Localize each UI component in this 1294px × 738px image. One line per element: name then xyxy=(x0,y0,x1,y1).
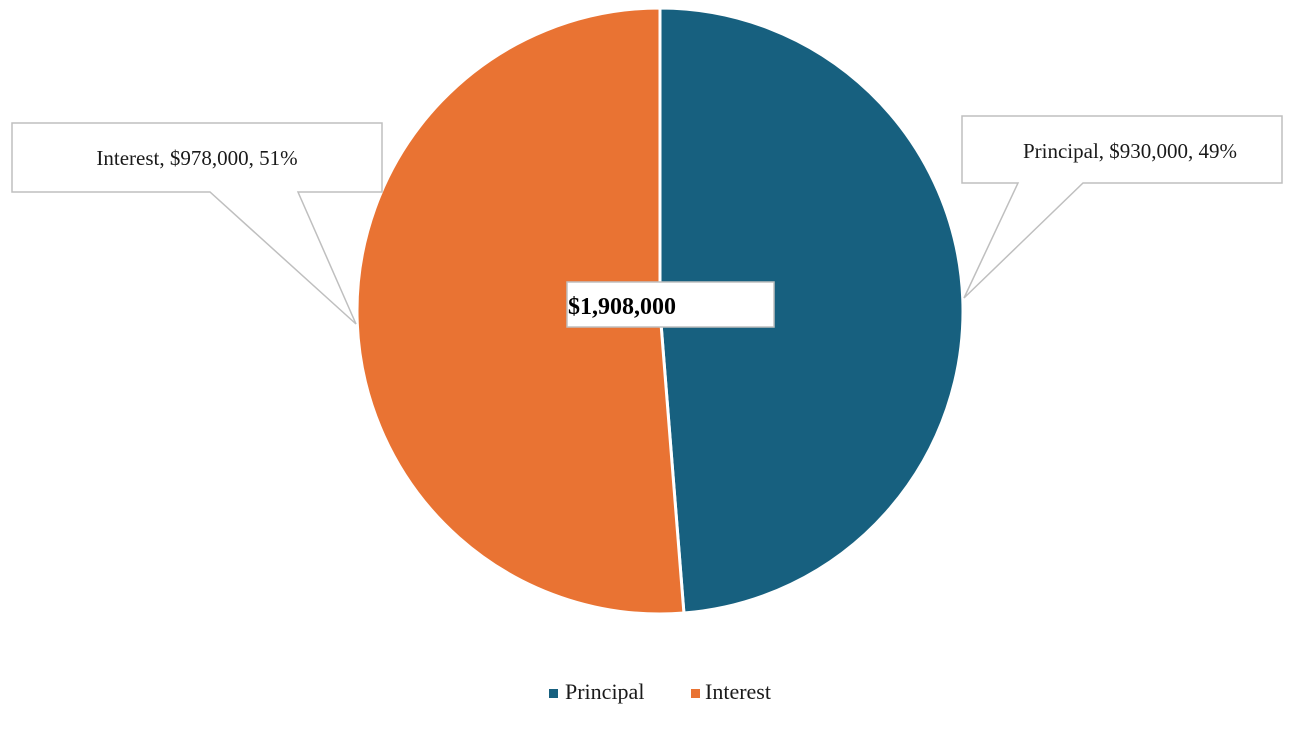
legend-label-principal: Principal xyxy=(565,679,644,704)
data-label-principal: Principal, $930,000, 49% xyxy=(1023,139,1237,163)
legend-label-interest: Interest xyxy=(705,679,771,704)
pie-slice-principal xyxy=(658,6,965,615)
callout-principal-box xyxy=(961,115,1283,299)
legend-swatch-interest xyxy=(691,689,700,698)
center-total-box xyxy=(566,281,775,328)
pie-slice-interest xyxy=(355,6,686,616)
callout-interest: Interest, $978,000, 51% xyxy=(11,122,383,325)
callout-interest-box xyxy=(11,122,383,325)
data-label-interest: Interest, $978,000, 51% xyxy=(96,146,297,170)
slices-layer xyxy=(355,6,965,616)
center-total-label: $1,908,000 xyxy=(568,294,676,320)
callout-principal: Principal, $930,000, 49% xyxy=(961,115,1283,299)
legend-swatch-principal xyxy=(549,689,558,698)
center-total: $1,908,000 xyxy=(566,281,775,328)
legend: Principal Interest xyxy=(549,679,771,704)
